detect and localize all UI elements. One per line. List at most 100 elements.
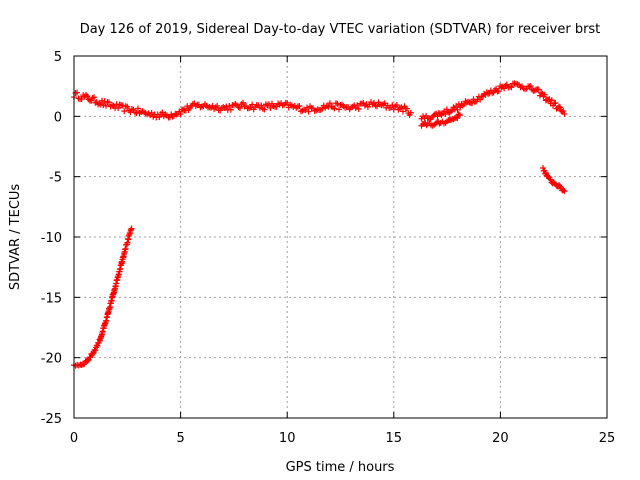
series-early-rise xyxy=(71,225,135,369)
data-point xyxy=(236,105,243,112)
data-point xyxy=(354,102,361,109)
data-point xyxy=(214,102,221,109)
data-point xyxy=(115,105,122,112)
data-point xyxy=(258,102,265,109)
data-point xyxy=(102,102,109,109)
data-point xyxy=(159,109,166,116)
data-point xyxy=(106,99,113,106)
y-tick-label: -15 xyxy=(41,291,62,306)
y-tick-label: -5 xyxy=(49,171,62,186)
y-tick-label: -10 xyxy=(41,231,62,246)
data-point xyxy=(495,88,502,95)
data-point xyxy=(527,82,534,89)
data-point xyxy=(443,106,450,113)
data-point xyxy=(560,187,567,194)
x-tick-label: 25 xyxy=(599,431,616,446)
data-point xyxy=(459,102,466,109)
axis-ticks: 0 5 10 15 20 25 -25 -20 -15 -10 -5 0 5 xyxy=(41,50,616,446)
data-point xyxy=(508,84,515,91)
data-point xyxy=(240,99,247,106)
data-point xyxy=(465,98,472,105)
data-point xyxy=(227,106,234,113)
data-point xyxy=(89,94,96,101)
data-point xyxy=(84,93,91,100)
data-point xyxy=(501,85,508,92)
x-axis-label: GPS time / hours xyxy=(286,460,395,475)
data-point xyxy=(542,169,549,176)
data-point xyxy=(81,361,88,368)
data-point xyxy=(381,100,388,107)
data-point xyxy=(92,347,99,354)
data-point xyxy=(166,114,173,121)
data-point xyxy=(124,103,131,110)
y-tick-label: -25 xyxy=(41,412,62,427)
data-point xyxy=(331,105,338,112)
data-point xyxy=(477,96,484,103)
data-point xyxy=(538,89,545,96)
data-point xyxy=(399,108,406,115)
data-point xyxy=(535,86,542,93)
series-low-track xyxy=(540,165,568,195)
data-point xyxy=(97,101,104,108)
data-point xyxy=(273,103,280,110)
data-point xyxy=(296,102,303,109)
data-point xyxy=(531,87,538,94)
y-tick-label: 5 xyxy=(54,50,62,65)
grid-lines xyxy=(74,56,607,418)
data-point xyxy=(284,100,291,107)
data-point xyxy=(90,94,97,101)
data-point xyxy=(561,188,568,195)
x-tick-label: 20 xyxy=(492,431,509,446)
data-point xyxy=(456,112,463,119)
data-point xyxy=(134,105,141,112)
data-point xyxy=(398,104,405,111)
data-point xyxy=(305,108,312,115)
y-tick-label: -20 xyxy=(41,352,62,367)
data-point xyxy=(267,104,274,111)
data-point xyxy=(548,97,555,104)
data-points xyxy=(71,80,568,369)
data-point xyxy=(482,91,489,98)
data-point xyxy=(82,91,89,98)
data-point xyxy=(560,108,567,115)
data-point xyxy=(74,89,81,96)
data-point xyxy=(96,100,103,107)
data-point xyxy=(119,102,126,109)
data-point xyxy=(469,100,476,107)
data-point xyxy=(261,106,268,113)
data-point xyxy=(552,100,559,107)
data-point xyxy=(100,102,107,109)
series-late-track xyxy=(418,80,568,123)
data-point xyxy=(478,93,485,100)
data-point xyxy=(404,105,411,112)
data-point xyxy=(355,106,362,113)
series-dip-track xyxy=(418,111,463,129)
data-point xyxy=(334,100,341,107)
data-point xyxy=(101,98,108,105)
chart-title: Day 126 of 2019, Sidereal Day-to-day VTE… xyxy=(80,22,601,37)
data-point xyxy=(78,96,85,103)
data-point xyxy=(547,176,554,183)
data-point xyxy=(169,113,176,120)
data-point xyxy=(121,108,128,115)
x-tick-label: 15 xyxy=(386,431,403,446)
data-point xyxy=(557,104,564,111)
data-point xyxy=(226,102,233,109)
data-point xyxy=(374,103,381,110)
x-tick-label: 0 xyxy=(70,431,78,446)
series-main-track xyxy=(71,89,414,121)
data-point xyxy=(407,109,414,116)
data-point xyxy=(526,83,533,90)
x-tick-label: 5 xyxy=(176,431,184,446)
data-point xyxy=(84,357,91,364)
data-point xyxy=(561,110,568,117)
data-point xyxy=(498,84,505,91)
data-point xyxy=(319,105,326,112)
x-tick-label: 10 xyxy=(279,431,296,446)
data-point xyxy=(148,109,155,116)
data-point xyxy=(85,96,92,103)
data-point xyxy=(455,111,462,118)
data-point xyxy=(454,115,461,122)
